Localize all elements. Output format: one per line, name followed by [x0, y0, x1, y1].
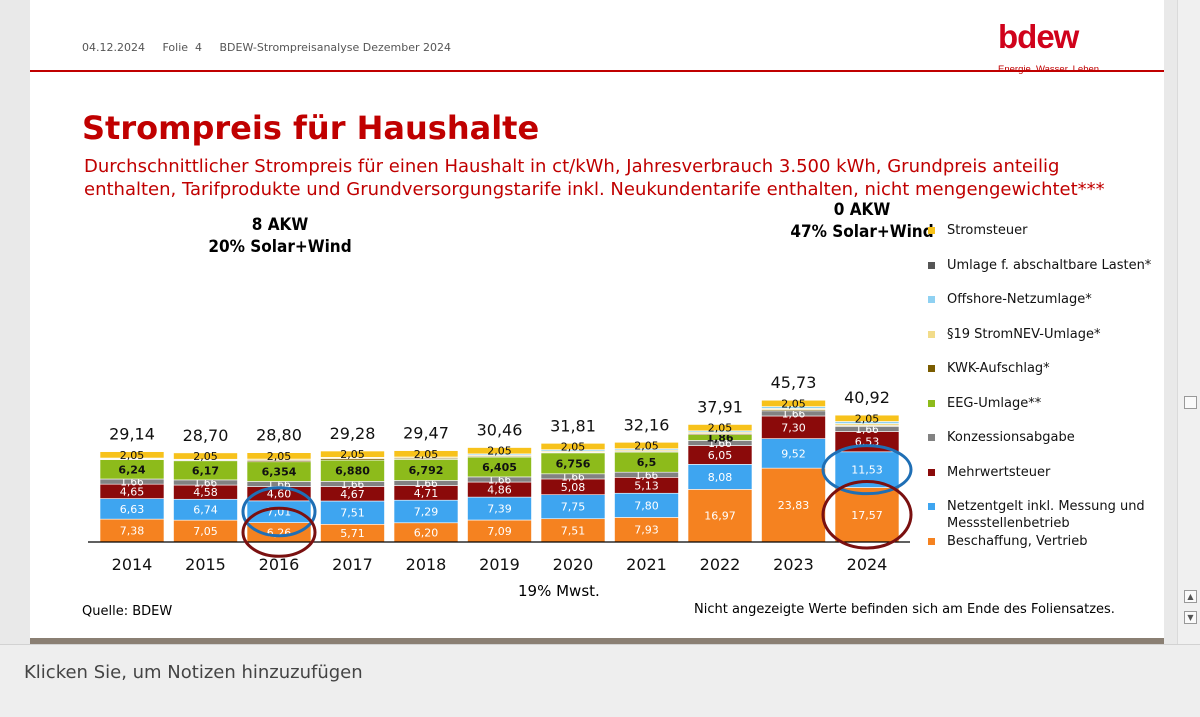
data-label-eeg-2018: 6,792 — [409, 464, 444, 477]
scroll-up-icon[interactable]: ▲ — [1184, 590, 1197, 603]
total-label-2023: 45,73 — [771, 373, 817, 392]
data-label-netzentgelt-2023: 9,52 — [781, 447, 806, 460]
data-label-eeg-2014: 6,24 — [118, 463, 145, 476]
scroll-down-icon[interactable]: ▼ — [1184, 611, 1197, 624]
total-label-2022: 37,91 — [697, 397, 743, 416]
data-label-netzentgelt-2019: 7,39 — [487, 503, 512, 516]
legend-swatch-stromnev — [928, 331, 935, 338]
total-label-2017: 29,28 — [330, 424, 376, 443]
data-label-beschaffung-2014: 7,38 — [120, 525, 145, 538]
legend-label-stromsteuer: Stromsteuer — [947, 222, 1027, 239]
data-label-stromsteuer-2020: 2,05 — [561, 441, 586, 454]
total-label-2019: 30,46 — [477, 421, 523, 440]
data-label-beschaffung-2017: 5,71 — [340, 527, 365, 540]
x-tick-label-2018: 2018 — [406, 555, 447, 574]
legend-label-eeg: EEG-Umlage** — [947, 395, 1041, 412]
data-label-eeg-2019: 6,405 — [482, 461, 517, 474]
notes-placeholder[interactable]: Klicken Sie, um Notizen hinzuzufügen — [24, 662, 363, 683]
legend-swatch-kwk — [928, 365, 935, 372]
legend-label-offshore: Offshore-Netzumlage* — [947, 291, 1092, 308]
data-label-beschaffung-2023: 23,83 — [778, 499, 810, 512]
data-label-stromsteuer-2016: 2,05 — [267, 450, 292, 463]
legend-label-kwk: KWK-Aufschlag* — [947, 360, 1050, 377]
data-label-stromsteuer-2014: 2,05 — [120, 449, 145, 462]
data-label-beschaffung-2021: 7,93 — [634, 524, 659, 537]
data-label-stromsteuer-2024: 2,05 — [855, 412, 880, 425]
legend-swatch-mehrwertsteuer — [928, 469, 935, 476]
vertical-scrollbar[interactable]: ▲ ▼ — [1177, 0, 1200, 644]
legend-swatch-stromsteuer — [928, 227, 935, 234]
total-label-2024: 40,92 — [844, 388, 890, 407]
legend-label-stromnev: §19 StromNEV-Umlage* — [947, 326, 1100, 343]
legend-label-konzession: Konzessionsabgabe — [947, 429, 1075, 446]
total-label-2020: 31,81 — [550, 416, 596, 435]
legend-swatch-konzession — [928, 434, 935, 441]
x-tick-label-2014: 2014 — [112, 555, 153, 574]
data-label-netzentgelt-2014: 6,63 — [120, 503, 145, 516]
data-label-stromsteuer-2017: 2,05 — [340, 448, 365, 461]
data-label-beschaffung-2020: 7,51 — [561, 524, 586, 537]
legend-label-netzentgelt: Netzentgelt inkl. Messung und Messstelle… — [947, 498, 1157, 532]
x-tick-label-2017: 2017 — [332, 555, 373, 574]
total-label-2015: 28,70 — [183, 426, 229, 445]
legend-label-beschaffung: Beschaffung, Vertrieb — [947, 533, 1088, 550]
data-label-stromsteuer-2019: 2,05 — [487, 445, 512, 458]
data-label-stromsteuer-2018: 2,05 — [414, 448, 439, 461]
data-label-mehrwertsteuer-2023: 7,30 — [781, 421, 806, 434]
data-label-netzentgelt-2021: 7,80 — [634, 499, 659, 512]
data-label-netzentgelt-2024: 11,53 — [851, 464, 883, 477]
x-tick-label-2024: 2024 — [847, 555, 888, 574]
data-label-beschaffung-2018: 6,20 — [414, 526, 439, 539]
data-label-stromsteuer-2023: 2,05 — [781, 397, 806, 410]
data-label-eeg-2020: 6,756 — [556, 457, 591, 470]
mwst-note: 19% Mwst. — [518, 582, 600, 600]
data-label-netzentgelt-2015: 6,74 — [193, 504, 218, 517]
data-label-beschaffung-2024: 17,57 — [851, 509, 883, 522]
total-label-2014: 29,14 — [109, 425, 155, 444]
source-note: Quelle: BDEW — [82, 604, 172, 619]
data-label-netzentgelt-2020: 7,75 — [561, 501, 586, 514]
data-label-netzentgelt-2018: 7,29 — [414, 505, 439, 518]
legend-swatch-eeg — [928, 400, 935, 407]
notes-pane[interactable]: Klicken Sie, um Notizen hinzuzufügen — [0, 644, 1200, 717]
slide: 04.12.2024 Folie 4 BDEW-Strompreisanalys… — [30, 0, 1164, 638]
x-tick-label-2023: 2023 — [773, 555, 814, 574]
data-label-stromsteuer-2022: 2,05 — [708, 422, 733, 435]
data-label-stromsteuer-2021: 2,05 — [634, 439, 659, 452]
x-tick-label-2020: 2020 — [553, 555, 594, 574]
data-label-beschaffung-2022: 16,97 — [704, 510, 736, 523]
data-label-netzentgelt-2017: 7,51 — [340, 507, 365, 520]
x-tick-label-2019: 2019 — [479, 555, 520, 574]
data-label-eeg-2021: 6,5 — [637, 456, 657, 469]
x-tick-label-2021: 2021 — [626, 555, 667, 574]
data-label-beschaffung-2016: 6,26 — [267, 526, 292, 539]
total-label-2021: 32,16 — [624, 415, 670, 434]
data-label-eeg-2015: 6,17 — [192, 464, 219, 477]
footnote: Nicht angezeigte Werte befinden sich am … — [694, 602, 1115, 617]
legend-label-abschaltbar: Umlage f. abschaltbare Lasten* — [947, 257, 1151, 274]
data-label-beschaffung-2019: 7,09 — [487, 525, 512, 538]
scroll-thumb[interactable] — [1184, 396, 1197, 409]
legend-swatch-netzentgelt — [928, 503, 935, 510]
data-label-mehrwertsteuer-2022: 6,05 — [708, 449, 733, 462]
legend-swatch-abschaltbar — [928, 262, 935, 269]
total-label-2016: 28,80 — [256, 426, 302, 445]
data-label-netzentgelt-2022: 8,08 — [708, 471, 733, 484]
legend-label-mehrwertsteuer: Mehrwertsteuer — [947, 464, 1050, 481]
x-tick-label-2022: 2022 — [700, 555, 741, 574]
data-label-eeg-2016: 6,354 — [262, 466, 297, 479]
data-label-beschaffung-2015: 7,05 — [193, 525, 218, 538]
legend-swatch-offshore — [928, 296, 935, 303]
total-label-2018: 29,47 — [403, 424, 449, 443]
legend-swatch-beschaffung — [928, 538, 935, 545]
data-label-eeg-2017: 6,880 — [335, 465, 370, 478]
data-label-stromsteuer-2015: 2,05 — [193, 450, 218, 463]
x-tick-label-2015: 2015 — [185, 555, 226, 574]
x-tick-label-2016: 2016 — [259, 555, 300, 574]
